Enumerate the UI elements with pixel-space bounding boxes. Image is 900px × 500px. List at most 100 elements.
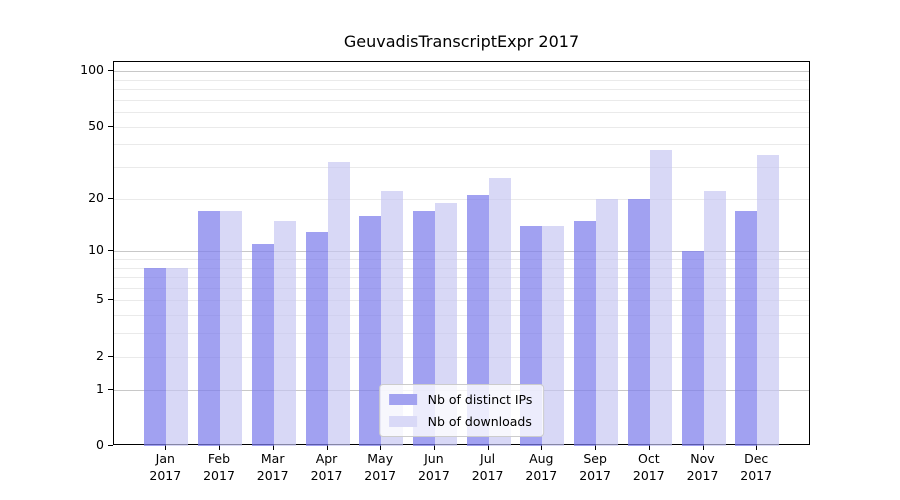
bar-sep-downloads [596,198,619,446]
x-tick-year: 2017 [686,467,719,483]
x-tick-year: 2017 [364,467,397,483]
x-tick-month: Jul [480,451,496,466]
bar-jul-downloads [488,178,511,446]
x-tick-label-oct: Oct 2017 [617,451,681,484]
gridline-minor [114,198,809,200]
bar-apr-distinct-ips [305,231,328,446]
bar-nov-downloads [703,191,726,446]
gridline-major [114,71,809,72]
x-tick-year: 2017 [740,467,773,483]
x-tick-label-aug: Aug 2017 [509,451,573,484]
x-tick-year: 2017 [579,467,611,483]
x-tick-year: 2017 [525,467,558,483]
bar-feb-distinct-ips [198,211,220,446]
x-tick-month: May [367,451,394,466]
x-tick-mark [433,445,435,450]
legend-swatch-downloads [388,416,417,427]
x-tick-mark [702,445,704,450]
bar-mar-distinct-ips [251,244,274,446]
y-tick-mark [108,355,113,357]
x-tick-year: 2017 [471,467,504,483]
x-tick-mark [272,445,274,450]
x-tick-mark [756,445,758,450]
x-tick-month: Jan [155,451,175,466]
x-tick-month: Oct [637,451,660,466]
y-tick-label: 1 [96,380,104,396]
bar-aug-downloads [542,226,565,446]
bar-jul-distinct-ips [466,194,489,446]
y-tick-label: 0 [96,437,104,452]
x-tick-label-jan: Jan 2017 [133,451,197,484]
gridline-minor [114,267,809,269]
y-tick-label: 10 [88,242,104,258]
x-tick-year: 2017 [310,467,343,483]
gridline-minor [114,315,809,317]
bar-may-distinct-ips [359,215,382,446]
x-tick-year: 2017 [632,467,665,483]
bar-oct-downloads [649,150,672,446]
x-tick-month: Apr [315,451,338,466]
x-tick-year: 2017 [149,467,182,483]
gridline-minor [114,144,809,146]
x-tick-year: 2017 [203,467,235,483]
x-tick-month: Aug [529,451,554,466]
x-tick-label-dec: Dec 2017 [724,451,788,484]
gridline-minor [114,167,809,168]
x-tick-month: Nov [690,451,715,466]
y-tick-mark [108,197,113,199]
bar-feb-downloads [220,211,242,446]
bar-sep-distinct-ips [574,220,597,446]
gridline-minor [114,300,809,302]
x-tick-label-jul: Jul 2017 [456,451,520,484]
bar-jan-downloads [166,267,189,446]
x-tick-month: Feb [207,451,231,466]
bar-dec-distinct-ips [735,211,758,446]
bar-jan-distinct-ips [144,267,167,446]
y-tick-label: 2 [96,347,104,363]
x-tick-mark [380,445,382,450]
bar-dec-downloads [757,154,780,446]
x-tick-mark [541,445,543,450]
legend-label-distinct-ips: Nb of distinct IPs [427,392,533,407]
x-tick-mark [326,445,328,450]
x-tick-label-sep: Sep 2017 [563,451,627,484]
x-tick-mark [648,445,650,450]
x-tick-label-may: May 2017 [348,451,412,484]
x-tick-year: 2017 [256,467,289,483]
x-tick-month: Jun [424,451,444,466]
x-tick-mark [165,445,167,450]
x-tick-mark [595,445,597,450]
y-tick-mark [108,388,113,390]
y-tick-mark [108,250,113,252]
bar-nov-distinct-ips [681,251,704,446]
y-tick-label: 50 [88,117,104,133]
gridline-minor [114,79,809,81]
legend: Nb of distinct IPs Nb of downloads [378,384,545,437]
y-tick-mark [108,125,113,127]
x-tick-label-nov: Nov 2017 [671,451,735,484]
bar-mar-downloads [273,220,296,446]
gridline-minor [114,258,809,260]
x-tick-month: Sep [583,451,607,466]
x-tick-label-jun: Jun 2017 [402,451,466,484]
gridline-minor [114,126,809,128]
bar-oct-distinct-ips [627,198,650,446]
legend-item-distinct-ips: Nb of distinct IPs [388,392,533,407]
gridline-minor [114,356,809,358]
x-tick-month: Dec [744,451,769,466]
y-tick-label: 20 [88,189,104,205]
y-tick-mark [108,299,113,301]
bar-apr-downloads [327,161,350,446]
x-tick-month: Mar [260,451,285,466]
gridline-minor [114,333,809,335]
bar-may-downloads [381,191,404,446]
legend-item-downloads: Nb of downloads [388,414,533,429]
gridline-minor [114,277,809,278]
legend-swatch-distinct-ips [388,394,417,405]
x-tick-mark [219,445,220,450]
gridline-minor [114,99,809,101]
plot-area: Nb of distinct IPs Nb of downloads [113,61,810,446]
legend-label-downloads: Nb of downloads [427,414,532,429]
y-tick-label: 5 [96,291,104,307]
